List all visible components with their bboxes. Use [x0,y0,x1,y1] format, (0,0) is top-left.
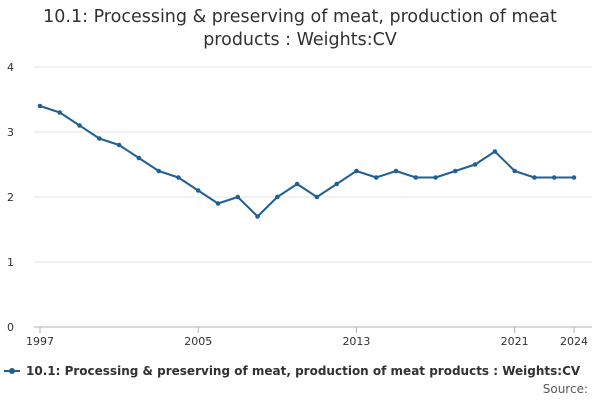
y-tick-label: 4 [7,61,14,74]
data-point[interactable] [492,149,498,154]
chart-title-line-1: 10.1: Processing & preserving of meat, p… [43,7,557,27]
data-point[interactable] [156,168,161,174]
legend-line-marker-icon [4,366,20,376]
data-point[interactable] [77,123,82,128]
data-point[interactable] [413,175,419,180]
y-tick-label: 2 [7,191,14,204]
x-tick-label: 2021 [501,335,529,348]
series [37,103,577,219]
data-point[interactable] [176,175,181,180]
data-point[interactable] [433,175,438,180]
y-axis-tick-labels: 0 1 2 3 4 [7,61,14,334]
data-point[interactable] [393,168,399,174]
y-tick-label: 0 [7,321,14,334]
x-tick-label: 2024 [560,335,588,348]
data-point[interactable] [472,162,478,167]
data-point[interactable] [255,214,260,219]
x-tick-label: 2005 [184,335,212,348]
data-point[interactable] [571,175,577,180]
chart-title: 10.1: Processing & preserving of meat, p… [20,6,580,52]
x-tick-label: 1997 [26,335,54,348]
data-point[interactable] [37,103,43,109]
data-point[interactable] [215,201,221,206]
data-point[interactable] [453,168,458,174]
x-axis [34,326,592,333]
data-point[interactable] [195,188,201,193]
series-line [39,105,574,218]
legend-label: 10.1: Processing & preserving of meat, p… [26,364,581,378]
source-label: Source: [542,382,588,396]
data-point[interactable] [334,181,339,187]
data-point[interactable] [116,142,122,148]
data-point[interactable] [97,136,102,141]
data-point[interactable] [532,175,537,180]
x-axis-tick-labels: 1997 2005 2013 2021 2024 [26,335,588,348]
legend[interactable]: 10.1: Processing & preserving of meat, p… [4,364,580,378]
data-point[interactable] [235,194,241,200]
data-point[interactable] [551,175,557,180]
data-point[interactable] [294,181,300,187]
data-point[interactable] [275,194,280,200]
data-point[interactable] [512,168,517,174]
data-point[interactable] [314,194,320,200]
x-tick-label: 2013 [342,335,370,348]
y-tick-label: 1 [7,256,14,269]
gridlines [34,66,592,263]
data-point[interactable] [373,175,379,180]
data-point[interactable] [136,155,142,161]
chart-title-line-2: products : Weights:CV [203,30,397,50]
data-point[interactable] [57,110,63,115]
y-tick-label: 3 [7,126,14,139]
data-point[interactable] [354,168,359,174]
